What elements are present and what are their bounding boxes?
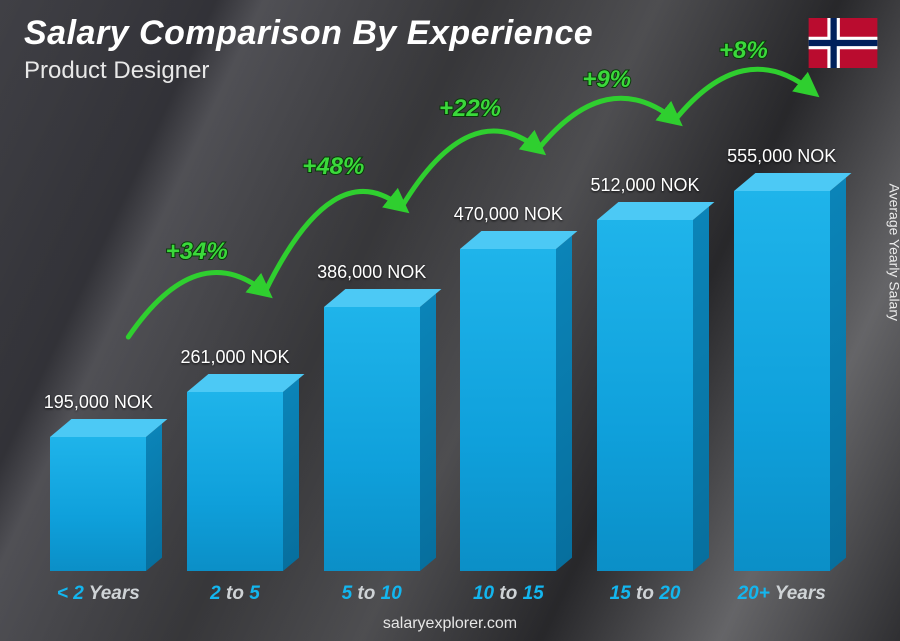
bar-side bbox=[830, 178, 846, 571]
bar-front bbox=[734, 191, 830, 571]
norway-flag-icon bbox=[808, 18, 878, 68]
increase-percent-label: +8% bbox=[719, 37, 768, 64]
bar-side bbox=[693, 207, 709, 571]
x-axis-label: 10 to 15 bbox=[440, 583, 577, 605]
bar: 261,000 NOK bbox=[187, 392, 283, 571]
page-title: Salary Comparison By Experience bbox=[24, 14, 593, 53]
salary-bar-chart: 195,000 NOK 261,000 NOK 386,000 NOK 470,000… bbox=[30, 91, 850, 571]
bar-slot: 555,000 NOK bbox=[713, 91, 850, 571]
bars-container: 195,000 NOK 261,000 NOK 386,000 NOK 470,000… bbox=[30, 91, 850, 571]
bar-slot: 512,000 NOK bbox=[577, 91, 714, 571]
title-block: Salary Comparison By Experience Product … bbox=[24, 14, 593, 85]
y-axis-label: Average Yearly Salary bbox=[886, 183, 900, 321]
x-axis-labels: < 2 Years2 to 55 to 1010 to 1515 to 2020… bbox=[30, 583, 850, 605]
bar: 386,000 NOK bbox=[324, 307, 420, 571]
infographic-stage: Salary Comparison By Experience Product … bbox=[0, 0, 900, 641]
bar: 555,000 NOK bbox=[734, 191, 830, 571]
bar-value-label: 512,000 NOK bbox=[590, 175, 699, 196]
bar-front bbox=[324, 307, 420, 571]
bar-front bbox=[187, 392, 283, 571]
bar-side bbox=[146, 424, 162, 571]
bar-slot: 386,000 NOK bbox=[303, 91, 440, 571]
bar-slot: 195,000 NOK bbox=[30, 91, 167, 571]
bar-slot: 470,000 NOK bbox=[440, 91, 577, 571]
bar-side bbox=[283, 379, 299, 571]
bar-side bbox=[556, 236, 572, 571]
bar-value-label: 386,000 NOK bbox=[317, 262, 426, 283]
bar-value-label: 261,000 NOK bbox=[180, 347, 289, 368]
bar-side bbox=[420, 294, 436, 571]
bar-front bbox=[50, 437, 146, 571]
bar-slot: 261,000 NOK bbox=[167, 91, 304, 571]
x-axis-label: 15 to 20 bbox=[577, 583, 714, 605]
bar: 470,000 NOK bbox=[460, 249, 556, 571]
footer-attribution: salaryexplorer.com bbox=[0, 615, 900, 633]
bar: 512,000 NOK bbox=[597, 220, 693, 571]
bar-front bbox=[460, 249, 556, 571]
x-axis-label: 20+ Years bbox=[713, 583, 850, 605]
x-axis-label: < 2 Years bbox=[30, 583, 167, 605]
bar-value-label: 470,000 NOK bbox=[454, 204, 563, 225]
bar-value-label: 555,000 NOK bbox=[727, 146, 836, 167]
x-axis-label: 5 to 10 bbox=[303, 583, 440, 605]
bar: 195,000 NOK bbox=[50, 437, 146, 571]
page-subtitle: Product Designer bbox=[24, 57, 593, 85]
x-axis-label: 2 to 5 bbox=[167, 583, 304, 605]
bar-value-label: 195,000 NOK bbox=[44, 392, 153, 413]
bar-front bbox=[597, 220, 693, 571]
